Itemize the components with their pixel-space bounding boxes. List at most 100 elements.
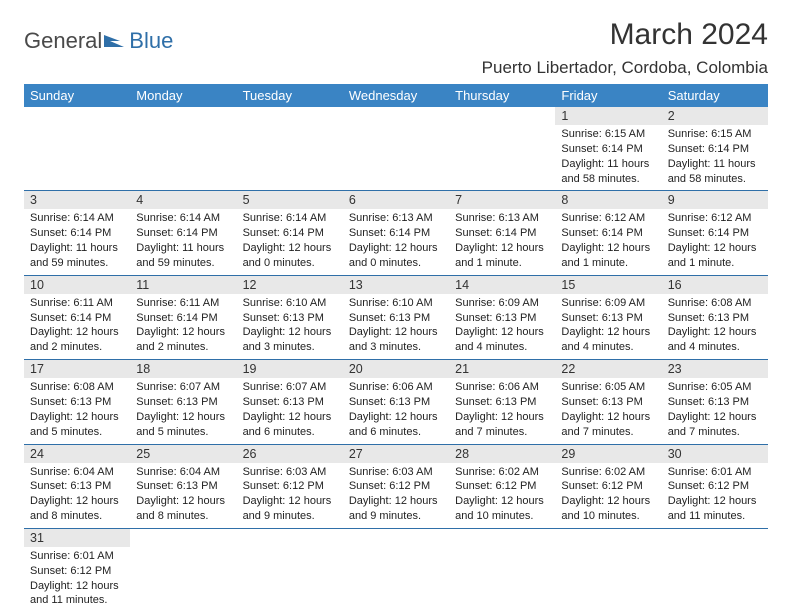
sunrise-text: Sunrise: 6:10 AM: [349, 296, 443, 311]
day-of-week-header: Saturday: [662, 84, 768, 107]
day-number: 21: [449, 360, 555, 378]
daylight-text: Daylight: 12 hours and 9 minutes.: [243, 494, 337, 524]
calendar-day-cell: 15Sunrise: 6:09 AMSunset: 6:13 PMDayligh…: [555, 275, 661, 359]
logo-text-1: General: [24, 28, 102, 54]
calendar-week-row: 17Sunrise: 6:08 AMSunset: 6:13 PMDayligh…: [24, 360, 768, 444]
sunrise-text: Sunrise: 6:08 AM: [668, 296, 762, 311]
day-number: 18: [130, 360, 236, 378]
calendar-body: 1Sunrise: 6:15 AMSunset: 6:14 PMDaylight…: [24, 107, 768, 612]
sunrise-text: Sunrise: 6:09 AM: [455, 296, 549, 311]
day-number: 9: [662, 191, 768, 209]
calendar-day-cell: 30 Sunrise: 6:01 AMSunset: 6:12 PMDayligh…: [662, 444, 768, 528]
day-details: Sunrise: 6:04 AMSunset: 6:13 PMDaylight:…: [130, 463, 236, 528]
calendar-day-cell: 25Sunrise: 6:04 AMSunset: 6:13 PMDayligh…: [130, 444, 236, 528]
calendar-day-cell: 16Sunrise: 6:08 AMSunset: 6:13 PMDayligh…: [662, 275, 768, 359]
day-number: 22: [555, 360, 661, 378]
daylight-text: Daylight: 12 hours and 10 minutes.: [455, 494, 549, 524]
daylight-text: Daylight: 12 hours and 6 minutes.: [243, 410, 337, 440]
daylight-text: Daylight: 12 hours and 7 minutes.: [455, 410, 549, 440]
title-block: March 2024 Puerto Libertador, Cordoba, C…: [482, 18, 768, 78]
sunset-text: Sunset: 6:13 PM: [136, 395, 230, 410]
day-number: 5: [237, 191, 343, 209]
sunrise-text: Sunrise: 6:01 AM: [668, 465, 762, 480]
calendar-empty-cell: [449, 528, 555, 612]
day-details: Sunrise: 6:07 AMSunset: 6:13 PMDaylight:…: [237, 378, 343, 443]
day-number: 29: [555, 445, 661, 463]
calendar-head: SundayMondayTuesdayWednesdayThursdayFrid…: [24, 84, 768, 107]
sunrise-text: Sunrise: 6:06 AM: [349, 380, 443, 395]
sunset-text: Sunset: 6:13 PM: [561, 395, 655, 410]
calendar-empty-cell: [24, 107, 130, 191]
daylight-text: Daylight: 12 hours and 7 minutes.: [561, 410, 655, 440]
sunset-text: Sunset: 6:14 PM: [668, 226, 762, 241]
day-details: Sunrise: 6:09 AMSunset: 6:13 PMDaylight:…: [449, 294, 555, 359]
calendar-day-cell: 23Sunrise: 6:05 AMSunset: 6:13 PMDayligh…: [662, 360, 768, 444]
sunrise-text: Sunrise: 6:12 AM: [561, 211, 655, 226]
day-number: 12: [237, 276, 343, 294]
calendar-day-cell: 1Sunrise: 6:15 AMSunset: 6:14 PMDaylight…: [555, 107, 661, 191]
sunrise-text: Sunrise: 6:03 AM: [243, 465, 337, 480]
sunset-text: Sunset: 6:12 PM: [668, 479, 762, 494]
day-details: Sunrise: 6:01 AMSunset: 6:12 PMDaylight:…: [24, 547, 130, 612]
sunrise-text: Sunrise: 6:02 AM: [561, 465, 655, 480]
calendar-day-cell: 21Sunrise: 6:06 AMSunset: 6:13 PMDayligh…: [449, 360, 555, 444]
sunset-text: Sunset: 6:13 PM: [243, 311, 337, 326]
daylight-text: Daylight: 12 hours and 4 minutes.: [561, 325, 655, 355]
calendar-day-cell: 7Sunrise: 6:13 AMSunset: 6:14 PMDaylight…: [449, 191, 555, 275]
calendar-empty-cell: [662, 528, 768, 612]
sunset-text: Sunset: 6:12 PM: [561, 479, 655, 494]
daylight-text: Daylight: 12 hours and 9 minutes.: [349, 494, 443, 524]
sunset-text: Sunset: 6:14 PM: [243, 226, 337, 241]
calendar-day-cell: 28Sunrise: 6:02 AMSunset: 6:12 PMDayligh…: [449, 444, 555, 528]
day-details: Sunrise: 6:12 AMSunset: 6:14 PMDaylight:…: [662, 209, 768, 274]
sunrise-text: Sunrise: 6:12 AM: [668, 211, 762, 226]
calendar-day-cell: 20Sunrise: 6:06 AMSunset: 6:13 PMDayligh…: [343, 360, 449, 444]
calendar-day-cell: 13Sunrise: 6:10 AMSunset: 6:13 PMDayligh…: [343, 275, 449, 359]
day-of-week-header: Thursday: [449, 84, 555, 107]
sunrise-text: Sunrise: 6:08 AM: [30, 380, 124, 395]
day-number: 27: [343, 445, 449, 463]
daylight-text: Daylight: 11 hours and 59 minutes.: [136, 241, 230, 271]
day-details: Sunrise: 6:14 AMSunset: 6:14 PMDaylight:…: [24, 209, 130, 274]
calendar-day-cell: 24Sunrise: 6:04 AMSunset: 6:13 PMDayligh…: [24, 444, 130, 528]
calendar-day-cell: 9Sunrise: 6:12 AMSunset: 6:14 PMDaylight…: [662, 191, 768, 275]
sunrise-text: Sunrise: 6:11 AM: [136, 296, 230, 311]
day-of-week-header: Tuesday: [237, 84, 343, 107]
day-number: 30: [662, 445, 768, 463]
calendar-day-cell: 22 Sunrise: 6:05 AMSunset: 6:13 PMDayligh…: [555, 360, 661, 444]
sunrise-text: Sunrise: 6:04 AM: [30, 465, 124, 480]
calendar-empty-cell: [449, 107, 555, 191]
logo-flag-icon: [104, 33, 126, 49]
day-details: Sunrise: 6:03 AMSunset: 6:12 PMDaylight:…: [237, 463, 343, 528]
sunrise-text: Sunrise: 6:05 AM: [561, 380, 655, 395]
calendar-empty-cell: [130, 528, 236, 612]
sunset-text: Sunset: 6:14 PM: [349, 226, 443, 241]
calendar-day-cell: 10Sunrise: 6:11 AMSunset: 6:14 PMDayligh…: [24, 275, 130, 359]
day-details: Sunrise: 6:09 AMSunset: 6:13 PMDaylight:…: [555, 294, 661, 359]
sunrise-text: Sunrise: 6:06 AM: [455, 380, 549, 395]
sunset-text: Sunset: 6:13 PM: [136, 479, 230, 494]
calendar-day-cell: 4Sunrise: 6:14 AMSunset: 6:14 PMDaylight…: [130, 191, 236, 275]
sunset-text: Sunset: 6:12 PM: [455, 479, 549, 494]
calendar-day-cell: 17Sunrise: 6:08 AMSunset: 6:13 PMDayligh…: [24, 360, 130, 444]
calendar-day-cell: 18Sunrise: 6:07 AMSunset: 6:13 PMDayligh…: [130, 360, 236, 444]
logo-text-2: Blue: [129, 28, 173, 54]
day-details: Sunrise: 6:03 AMSunset: 6:12 PMDaylight:…: [343, 463, 449, 528]
calendar-week-row: 1Sunrise: 6:15 AMSunset: 6:14 PMDaylight…: [24, 107, 768, 191]
sunrise-text: Sunrise: 6:14 AM: [30, 211, 124, 226]
daylight-text: Daylight: 12 hours and 1 minute.: [561, 241, 655, 271]
daylight-text: Daylight: 12 hours and 0 minutes.: [349, 241, 443, 271]
day-number: 4: [130, 191, 236, 209]
day-number: 15: [555, 276, 661, 294]
daylight-text: Daylight: 12 hours and 7 minutes.: [668, 410, 762, 440]
daylight-text: Daylight: 12 hours and 11 minutes.: [668, 494, 762, 524]
calendar-empty-cell: [130, 107, 236, 191]
month-title: March 2024: [482, 18, 768, 52]
calendar-day-cell: 27Sunrise: 6:03 AMSunset: 6:12 PMDayligh…: [343, 444, 449, 528]
daylight-text: Daylight: 11 hours and 59 minutes.: [30, 241, 124, 271]
sunrise-text: Sunrise: 6:07 AM: [243, 380, 337, 395]
sunset-text: Sunset: 6:13 PM: [30, 395, 124, 410]
day-details: Sunrise: 6:13 AMSunset: 6:14 PMDaylight:…: [343, 209, 449, 274]
calendar-empty-cell: [555, 528, 661, 612]
day-of-week-header: Sunday: [24, 84, 130, 107]
